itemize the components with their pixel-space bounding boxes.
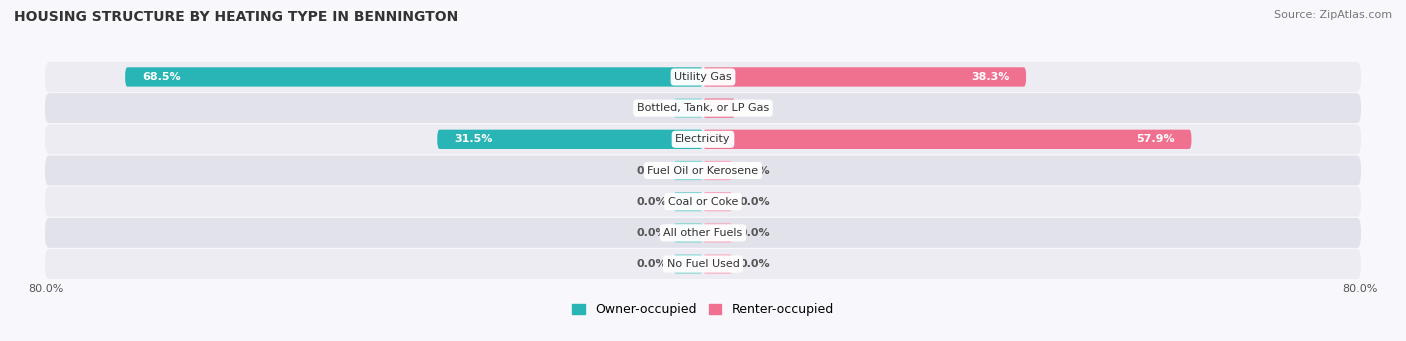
FancyBboxPatch shape (703, 99, 735, 118)
Text: 0.0%: 0.0% (636, 103, 666, 113)
Text: 0.0%: 0.0% (740, 259, 770, 269)
Text: 3.8%: 3.8% (740, 103, 770, 113)
Text: 0.0%: 0.0% (636, 197, 666, 207)
FancyBboxPatch shape (45, 187, 1361, 217)
FancyBboxPatch shape (45, 93, 1361, 123)
Text: All other Fuels: All other Fuels (664, 228, 742, 238)
Text: 68.5%: 68.5% (142, 72, 180, 82)
Text: Fuel Oil or Kerosene: Fuel Oil or Kerosene (647, 165, 759, 176)
Legend: Owner-occupied, Renter-occupied: Owner-occupied, Renter-occupied (568, 298, 838, 321)
FancyBboxPatch shape (45, 218, 1361, 248)
FancyBboxPatch shape (703, 254, 733, 274)
FancyBboxPatch shape (673, 223, 703, 242)
Text: No Fuel Used: No Fuel Used (666, 259, 740, 269)
Text: Utility Gas: Utility Gas (675, 72, 731, 82)
Text: Bottled, Tank, or LP Gas: Bottled, Tank, or LP Gas (637, 103, 769, 113)
Text: 80.0%: 80.0% (1343, 284, 1378, 294)
FancyBboxPatch shape (673, 192, 703, 211)
FancyBboxPatch shape (45, 249, 1361, 279)
Text: HOUSING STRUCTURE BY HEATING TYPE IN BENNINGTON: HOUSING STRUCTURE BY HEATING TYPE IN BEN… (14, 10, 458, 24)
FancyBboxPatch shape (703, 130, 1191, 149)
FancyBboxPatch shape (45, 62, 1361, 92)
FancyBboxPatch shape (45, 124, 1361, 154)
Text: Electricity: Electricity (675, 134, 731, 144)
Text: 38.3%: 38.3% (972, 72, 1010, 82)
FancyBboxPatch shape (703, 161, 733, 180)
Text: Coal or Coke: Coal or Coke (668, 197, 738, 207)
FancyBboxPatch shape (673, 254, 703, 274)
FancyBboxPatch shape (45, 155, 1361, 186)
Text: 0.0%: 0.0% (636, 228, 666, 238)
FancyBboxPatch shape (437, 130, 703, 149)
Text: 0.0%: 0.0% (740, 228, 770, 238)
FancyBboxPatch shape (673, 99, 703, 118)
Text: 0.0%: 0.0% (636, 259, 666, 269)
Text: 0.0%: 0.0% (740, 165, 770, 176)
Text: 80.0%: 80.0% (28, 284, 63, 294)
FancyBboxPatch shape (673, 161, 703, 180)
FancyBboxPatch shape (703, 67, 1026, 87)
Text: Source: ZipAtlas.com: Source: ZipAtlas.com (1274, 10, 1392, 20)
FancyBboxPatch shape (125, 67, 703, 87)
Text: 31.5%: 31.5% (454, 134, 492, 144)
Text: 57.9%: 57.9% (1136, 134, 1174, 144)
FancyBboxPatch shape (703, 192, 733, 211)
Text: 0.0%: 0.0% (740, 197, 770, 207)
FancyBboxPatch shape (703, 223, 733, 242)
Text: 0.0%: 0.0% (636, 165, 666, 176)
